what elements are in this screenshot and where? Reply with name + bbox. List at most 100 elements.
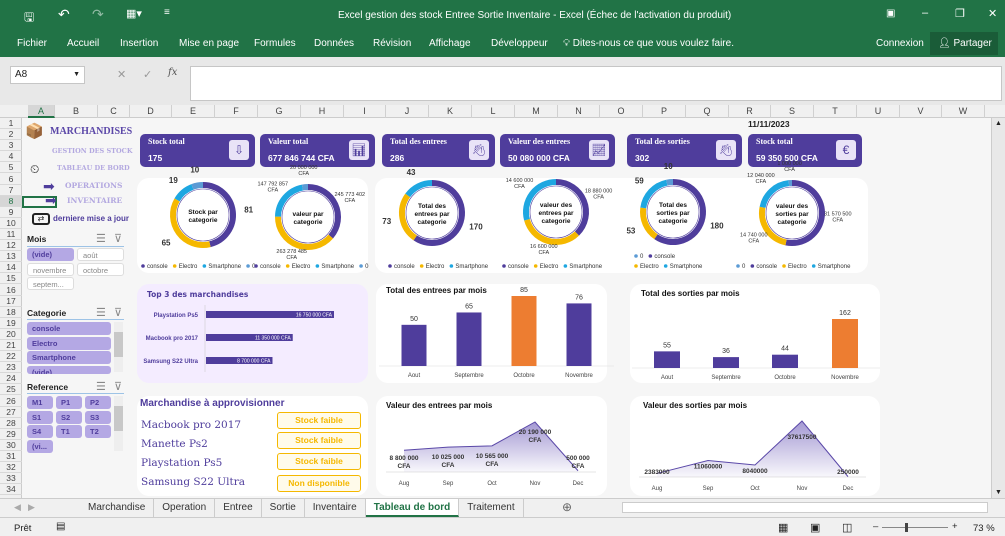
tell-me-search[interactable]: 💡︎ Dites-nous ce que vous voulez faire. <box>563 38 734 49</box>
signin-link[interactable]: Connexion <box>876 38 924 49</box>
slicer-item[interactable]: T1 <box>56 425 82 438</box>
name-box[interactable]: A8 ▼ <box>10 66 85 84</box>
redo-icon[interactable]: ↷ <box>92 6 104 22</box>
refresh-icon[interactable]: ⇄ <box>32 213 50 225</box>
column-header-b[interactable]: B <box>55 105 98 118</box>
row-header-10[interactable]: 10 <box>0 218 22 229</box>
row-header-3[interactable]: 3 <box>0 140 22 152</box>
customize-toolbar-icon[interactable]: ≡ <box>164 7 170 18</box>
column-header-u[interactable]: U <box>857 105 900 118</box>
column-header-w[interactable]: W <box>942 105 985 118</box>
active-cell-a8[interactable] <box>22 196 57 208</box>
macro-record-icon[interactable]: ▤ <box>56 521 66 532</box>
page-layout-icon[interactable]: ▣ <box>810 522 821 534</box>
save-icon[interactable]: 🖫 <box>24 10 35 24</box>
column-header-n[interactable]: N <box>558 105 600 118</box>
share-button[interactable]: 👤︎ Partager <box>930 32 998 55</box>
row-header-28[interactable]: 28 <box>0 418 22 429</box>
sheet-tab-tableau-de-bord[interactable]: Tableau de bord <box>365 499 460 517</box>
vertical-scrollbar[interactable]: ▲ ▼ <box>991 118 1005 498</box>
row-header-7[interactable]: 7 <box>0 185 22 196</box>
sheet-tab-inventaire[interactable]: Inventaire <box>305 499 366 517</box>
row-header-32[interactable]: 32 <box>0 462 22 474</box>
slicer-item[interactable]: T2 <box>85 425 111 438</box>
row-header-15[interactable]: 15 <box>0 273 22 285</box>
column-header-f[interactable]: F <box>215 105 258 118</box>
column-header-d[interactable]: D <box>130 105 172 118</box>
multi-select-icon[interactable]: ☰ <box>96 381 106 393</box>
row-header-21[interactable]: 21 <box>0 340 22 351</box>
slicer-item[interactable]: (vide) <box>27 365 111 374</box>
zoom-slider-thumb[interactable] <box>905 523 909 532</box>
slicer-item[interactable]: (vi... <box>27 439 53 453</box>
refresh-label[interactable]: derniere mise a jour <box>53 214 130 223</box>
tab-formules[interactable]: Formules <box>254 38 296 49</box>
row-header-26[interactable]: 26 <box>0 396 22 407</box>
minimize-icon[interactable]: – <box>922 7 929 19</box>
slicer-item[interactable]: (vide) <box>27 248 74 261</box>
scroll-up-icon[interactable]: ▲ <box>995 120 1002 127</box>
multi-select-icon[interactable]: ☰ <box>96 307 106 319</box>
row-header-22[interactable]: 22 <box>0 351 22 363</box>
scroll-down-icon[interactable]: ▼ <box>995 489 1002 496</box>
insert-function-icon[interactable]: fx <box>168 67 178 78</box>
column-header-c[interactable]: C <box>98 105 130 118</box>
slicer-item[interactable]: P2 <box>85 396 111 409</box>
row-header-20[interactable]: 20 <box>0 329 22 340</box>
row-header-33[interactable]: 33 <box>0 473 22 485</box>
sheet-tab-marchandise[interactable]: Marchandise <box>80 499 155 517</box>
slicer-item[interactable]: août <box>77 248 124 261</box>
clear-filter-icon[interactable]: ⊽ <box>114 381 123 393</box>
column-header-s[interactable]: S <box>771 105 814 118</box>
slicer-item[interactable]: S2 <box>56 410 82 424</box>
zoom-out-icon[interactable]: – <box>873 521 879 532</box>
slicer-scrollbar[interactable] <box>114 396 123 451</box>
normal-view-icon[interactable]: ▦ <box>778 522 789 534</box>
row-header-11[interactable]: 11 <box>0 229 22 240</box>
slicer-item[interactable]: S1 <box>27 410 53 424</box>
nav-inventaire[interactable]: INVENTAIRE <box>67 196 123 205</box>
slicer-item[interactable]: novembre <box>27 262 74 276</box>
next-sheet-icon[interactable]: ▶ <box>28 502 35 512</box>
column-header-q[interactable]: Q <box>686 105 729 118</box>
column-header-v[interactable]: V <box>900 105 942 118</box>
slicer-scrollbar[interactable] <box>114 322 123 372</box>
row-header-19[interactable]: 19 <box>0 318 22 329</box>
slicer-item[interactable]: console <box>27 322 111 335</box>
column-header-e[interactable]: E <box>172 105 215 118</box>
slicer-item[interactable]: octobre <box>77 262 124 276</box>
row-header-4[interactable]: 4 <box>0 151 22 163</box>
row-header-17[interactable]: 17 <box>0 296 22 307</box>
row-header-30[interactable]: 30 <box>0 440 22 451</box>
column-header-g[interactable]: G <box>258 105 301 118</box>
row-header-25[interactable]: 25 <box>0 384 22 396</box>
tab-fichier[interactable]: Fichier <box>17 38 48 49</box>
slicer-item[interactable]: Smartphone <box>27 351 111 364</box>
row-header-31[interactable]: 31 <box>0 451 22 462</box>
column-header-m[interactable]: M <box>515 105 558 118</box>
row-header-18[interactable]: 18 <box>0 307 22 318</box>
slicer-item[interactable]: S4 <box>27 425 53 438</box>
row-header-14[interactable]: 14 <box>0 262 22 274</box>
row-header-1[interactable]: 1 <box>0 118 22 129</box>
column-header-a[interactable]: A <box>28 105 55 118</box>
row-header-6[interactable]: 6 <box>0 174 22 185</box>
multi-select-icon[interactable]: ☰ <box>96 233 106 245</box>
add-sheet-icon[interactable]: ⊕ <box>562 500 573 514</box>
sheet-tab-traitement[interactable]: Traitement <box>459 499 524 517</box>
column-header-h[interactable]: H <box>301 105 344 118</box>
restore-icon[interactable]: ❐ <box>955 8 965 20</box>
nav-gestion-stock[interactable]: GESTION DES STOCK <box>52 147 133 155</box>
slicer-item[interactable]: M1 <box>27 396 53 409</box>
row-header-5[interactable]: 5 <box>0 162 22 174</box>
close-icon[interactable]: ✕ <box>988 8 998 20</box>
formula-input[interactable] <box>190 66 1002 101</box>
undo-icon[interactable]: ↶ <box>58 6 70 22</box>
column-header-t[interactable]: T <box>814 105 857 118</box>
prev-sheet-icon[interactable]: ◀ <box>14 502 21 512</box>
chevron-down-icon[interactable]: ▼ <box>73 71 80 78</box>
slicer-item[interactable]: P1 <box>56 396 82 409</box>
nav-tableau-de-bord[interactable]: TABLEAU DE BORD <box>57 164 130 172</box>
column-header-r[interactable]: R <box>729 105 771 118</box>
row-header-8[interactable]: 8 <box>0 195 22 207</box>
